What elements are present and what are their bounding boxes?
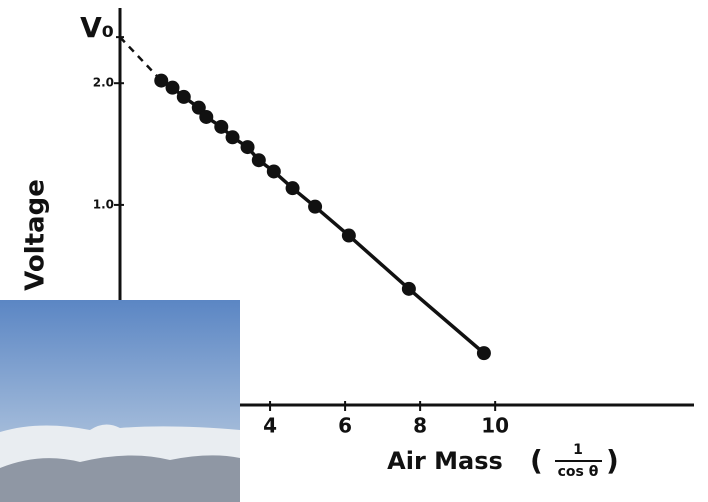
- data-point: [477, 346, 491, 360]
- x-tick-label: 10: [481, 414, 509, 438]
- x-label-denominator: cos θ: [558, 464, 599, 480]
- x-tick-label: 6: [338, 414, 352, 438]
- data-point: [342, 229, 356, 243]
- data-point: [286, 181, 300, 195]
- data-point: [214, 120, 228, 134]
- data-point: [267, 164, 281, 178]
- inset-photo: [0, 300, 240, 502]
- y-axis-label: Voltage: [21, 179, 51, 291]
- data-point: [402, 282, 416, 296]
- intercept-label: V₀: [80, 11, 114, 44]
- mountains: [0, 455, 240, 502]
- x-axis-label: Air Mass: [387, 447, 503, 475]
- x-label-numerator: 1: [573, 442, 583, 458]
- data-point: [177, 90, 191, 104]
- chart: Voltage Air Mass ( 1 cos θ ) 2.01.0.5468…: [0, 0, 708, 502]
- extrapolation: [120, 37, 161, 80]
- data-point: [241, 140, 255, 154]
- data-point: [308, 200, 322, 214]
- y-tick-label: 2.0: [93, 76, 114, 90]
- x-tick-label: 4: [263, 414, 277, 438]
- y-tick-label: 1.0: [93, 197, 114, 211]
- data-point: [166, 81, 180, 95]
- data-point: [252, 153, 266, 167]
- data-point: [226, 130, 240, 144]
- paren: ): [606, 444, 619, 477]
- x-tick-label: 8: [413, 414, 427, 438]
- paren: (: [530, 444, 543, 477]
- data-point: [199, 110, 213, 124]
